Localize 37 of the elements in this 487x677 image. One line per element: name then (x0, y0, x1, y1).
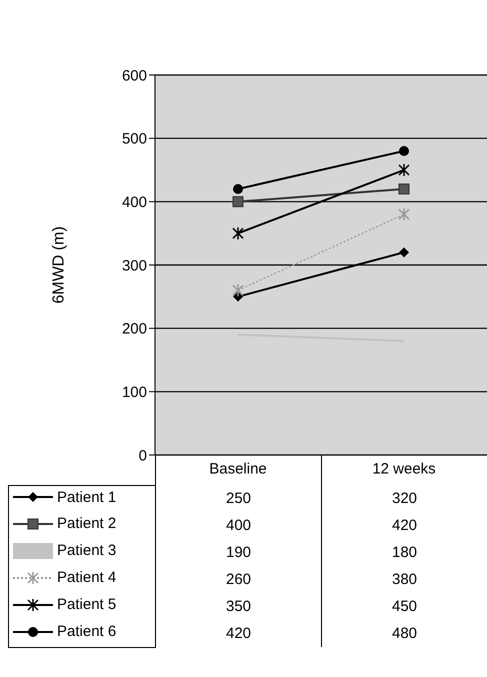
y-tick-label: 400 (122, 194, 147, 211)
data-label: 380 (322, 566, 487, 593)
point (232, 284, 244, 298)
data-label: 180 (322, 539, 487, 566)
point (399, 247, 409, 258)
point (398, 208, 410, 222)
y-tick-label: 100 (122, 384, 147, 401)
point (399, 146, 409, 156)
y-tick-label: 500 (122, 130, 147, 148)
legend-label: Patient 5 (57, 596, 116, 614)
data-label: 420 (156, 620, 322, 647)
x-tick-label: 12 weeks (372, 460, 436, 478)
point (398, 184, 410, 194)
y-tick-label: 300 (122, 257, 147, 274)
y-tick-label: 0 (138, 447, 147, 464)
y-tick-label: 200 (122, 320, 147, 338)
data-label: 350 (156, 593, 322, 620)
x-tick-label: Baseline (209, 460, 267, 478)
data-label: 450 (322, 593, 487, 620)
point (232, 226, 244, 240)
legend-label: Patient 4 (57, 569, 116, 586)
data-label: 250 (156, 485, 322, 512)
data-label: 400 (156, 512, 322, 539)
y-axis-title: 6MWD (m) (50, 226, 68, 304)
y-tick-label: 600 (122, 67, 147, 84)
point (233, 184, 243, 194)
legend-label: Patient 2 (57, 515, 116, 532)
legend-label: Patient 1 (57, 488, 116, 506)
point (232, 196, 244, 208)
data-label: 480 (322, 620, 487, 647)
data-label: 420 (322, 512, 487, 539)
legend-label: Patient 6 (57, 623, 116, 640)
legend-label: Patient 3 (57, 542, 116, 560)
point (398, 163, 410, 177)
data-label: 190 (156, 539, 322, 566)
data-label: 320 (322, 485, 487, 512)
data-label: 260 (156, 566, 322, 593)
